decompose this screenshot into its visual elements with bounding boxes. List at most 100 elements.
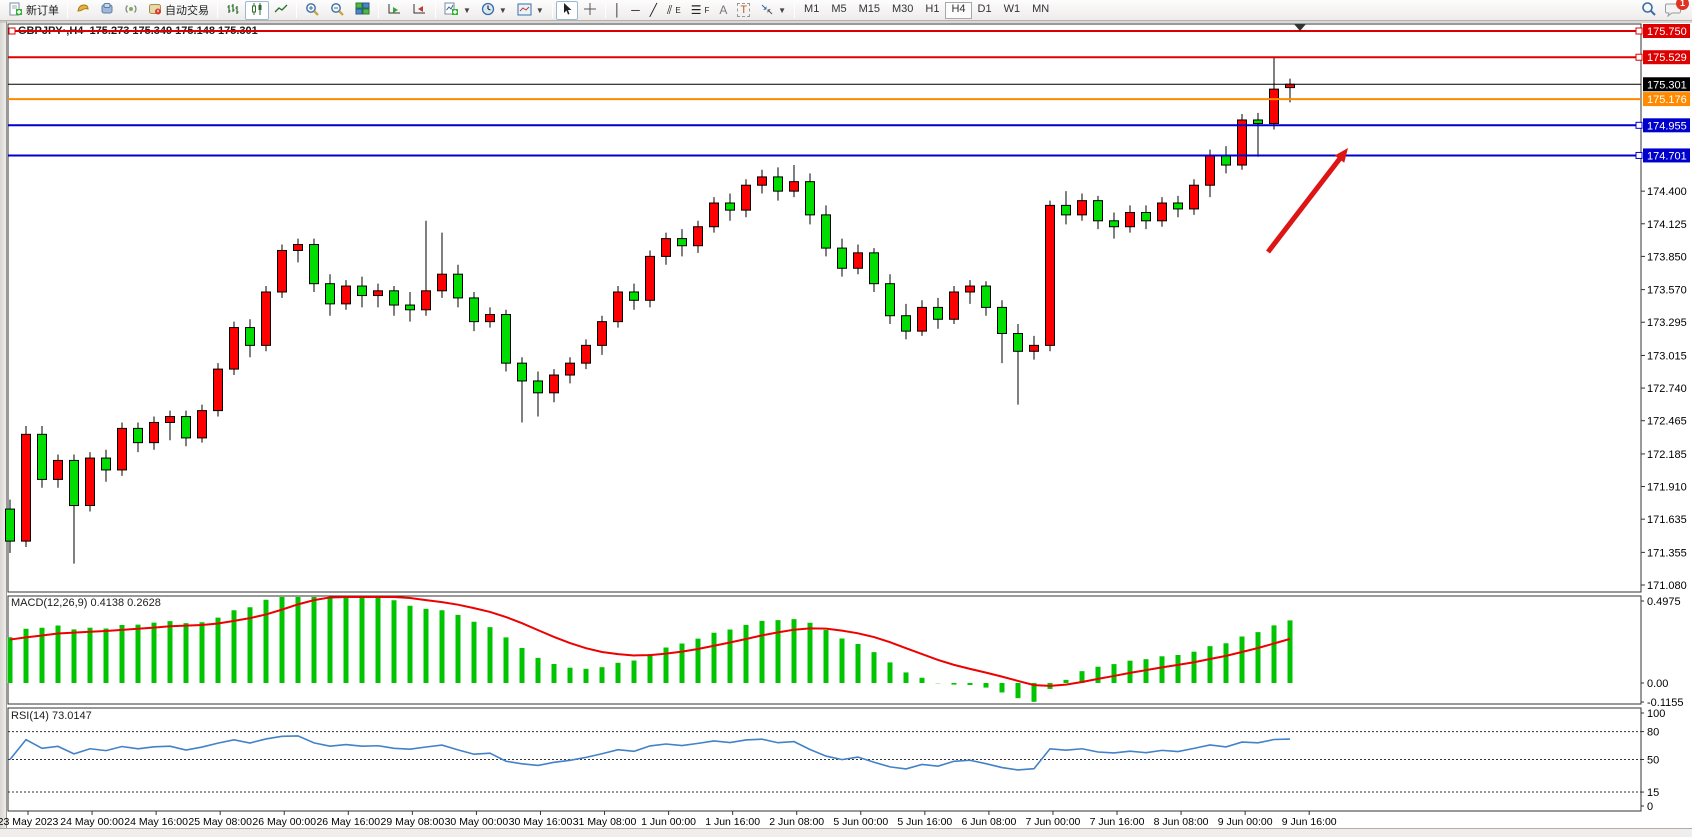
chart-canvas[interactable]: 175.750 175.529 175.301 175.176 174.955 174.7… — [0, 21, 1692, 837]
auto-trading-button[interactable]: 自动交易 — [143, 1, 214, 20]
timeframe-H1[interactable]: H1 — [925, 2, 940, 15]
fibonacci-button[interactable]: ☰ F — [686, 1, 715, 20]
zoom-out-button[interactable] — [325, 1, 350, 20]
line-handle[interactable] — [8, 27, 16, 35]
svg-text:7 Jun 16:00: 7 Jun 16:00 — [1090, 816, 1145, 828]
level-line-175.750[interactable]: 175.750 — [8, 23, 1690, 38]
clock-icon — [481, 2, 495, 18]
trend-line-icon: ╱ — [649, 3, 658, 17]
svg-text:24 May 00:00: 24 May 00:00 — [60, 816, 124, 828]
auto-scroll-button[interactable] — [382, 1, 407, 20]
svg-text:6 Jun 08:00: 6 Jun 08:00 — [961, 816, 1016, 828]
trend-line-button[interactable]: ╱ — [645, 1, 662, 20]
zoom-in-button[interactable] — [300, 1, 325, 20]
crosshair-button[interactable] — [578, 1, 602, 20]
svg-text:8 Jun 08:00: 8 Jun 08:00 — [1154, 816, 1209, 828]
level-line-175.301[interactable]: 175.301 — [8, 77, 1690, 92]
chart-shift-button[interactable] — [407, 1, 432, 20]
timeframe-W1[interactable]: W1 — [1003, 2, 1021, 15]
level-line-175.529[interactable]: 175.529 — [8, 50, 1690, 65]
equidistant-channel-button[interactable]: ⫽ E — [662, 1, 686, 20]
rsi-indicator-label: RSI(14) 73.0147 — [11, 710, 92, 722]
horizontal-line-icon: ─ — [631, 3, 640, 17]
line-handle[interactable] — [1635, 121, 1643, 129]
svg-text:9 Jun 16:00: 9 Jun 16:00 — [1282, 816, 1337, 828]
svg-text:173.295: 173.295 — [1647, 317, 1687, 329]
level-line-174.955[interactable]: 174.955 — [8, 118, 1690, 133]
candlesticks — [5, 57, 1295, 564]
left-border-strip — [0, 21, 7, 837]
signals-button[interactable] — [119, 1, 143, 20]
svg-text:172.465: 172.465 — [1647, 416, 1687, 428]
svg-text:25 May 08:00: 25 May 08:00 — [188, 816, 252, 828]
svg-text:24 May 16:00: 24 May 16:00 — [124, 816, 188, 828]
tile-windows-icon — [355, 2, 370, 18]
trend-arrow[interactable] — [1266, 154, 1344, 254]
svg-text:0.4975: 0.4975 — [1647, 596, 1681, 608]
horizontal-line-button[interactable]: ─ — [626, 1, 645, 20]
price-tag-label: 175.176 — [1647, 94, 1687, 106]
svg-text:7 Jun 00:00: 7 Jun 00:00 — [1026, 816, 1081, 828]
auto-trading-icon — [148, 2, 162, 18]
chart-shift-marker — [1294, 24, 1306, 31]
svg-text:1 Jun 16:00: 1 Jun 16:00 — [705, 816, 760, 828]
vertical-line-icon: │ — [613, 3, 622, 17]
line-handle[interactable] — [1635, 151, 1643, 159]
line-handle[interactable] — [1635, 53, 1643, 61]
svg-text:15: 15 — [1647, 787, 1659, 799]
chart-region[interactable]: GBPJPY·,H4 175.273 175.349 175.148 175.3… — [0, 21, 1692, 837]
arrows-tool-button[interactable]: ▼ — [755, 1, 791, 20]
market-button[interactable] — [71, 1, 95, 20]
svg-text:80: 80 — [1647, 727, 1659, 739]
svg-text:171.355: 171.355 — [1647, 547, 1687, 559]
fibonacci-icon: ☰ — [690, 3, 702, 17]
timeframe-H4[interactable]: H4 — [945, 1, 972, 19]
separator — [296, 2, 297, 18]
profiles-button[interactable] — [95, 1, 119, 20]
svg-text:26 May 16:00: 26 May 16:00 — [316, 816, 380, 828]
bar-chart-button[interactable] — [221, 1, 245, 20]
periods-button[interactable]: ▼ — [476, 1, 512, 20]
svg-text:2 Jun 08:00: 2 Jun 08:00 — [769, 816, 824, 828]
text-tool-button[interactable]: A — [714, 1, 732, 20]
arrow-annotation[interactable] — [1266, 24, 1348, 254]
zoom-out-icon — [330, 2, 345, 19]
bar-chart-icon — [226, 2, 240, 18]
price-tag — [1643, 23, 1690, 38]
vertical-line-button[interactable]: │ — [609, 1, 627, 20]
price-tag-label: 175.529 — [1647, 52, 1687, 64]
line-handle[interactable] — [1635, 27, 1643, 35]
timeframe-M30[interactable]: M30 — [892, 2, 914, 15]
line-chart-button[interactable] — [269, 1, 293, 20]
svg-text:171.910: 171.910 — [1647, 482, 1687, 494]
chevron-down-icon: ▼ — [778, 5, 787, 15]
chart-shift-icon — [412, 2, 427, 18]
timeframe-MN[interactable]: MN — [1032, 2, 1050, 15]
level-lines[interactable]: 175.750 175.529 175.301 175.176 174.955 174.7… — [8, 23, 1690, 163]
price-tag — [1643, 118, 1690, 133]
arrows-icon — [760, 3, 774, 18]
cursor-button[interactable] — [555, 0, 578, 20]
indicators-button[interactable]: ▼ — [439, 1, 476, 20]
text-label-button[interactable]: T — [732, 1, 755, 20]
search-icon[interactable] — [1641, 1, 1657, 19]
timeframe-M1[interactable]: M1 — [804, 2, 820, 15]
tile-windows-button[interactable] — [350, 1, 375, 20]
candlestick-chart-icon — [250, 2, 264, 18]
new-order-button[interactable]: 新订单 — [4, 1, 64, 20]
svg-text:174.125: 174.125 — [1647, 219, 1687, 231]
time-axis: 23 May 2023 24 May 00:00 24 May 16:00 25 Ma… — [0, 811, 1337, 828]
timeframe-D1[interactable]: D1 — [977, 2, 992, 15]
chat-icon[interactable]: 1 — [1665, 0, 1689, 19]
templates-button[interactable]: ▼ — [512, 1, 549, 20]
level-line-174.701[interactable]: 174.701 — [8, 148, 1690, 163]
timeframe-M15[interactable]: M15 — [858, 2, 881, 15]
svg-text:23 May 2023: 23 May 2023 — [0, 816, 59, 828]
price-axis: 174.400 174.125 173.850 173.570 173.295 173.0… — [1641, 186, 1687, 813]
timeframe-M5[interactable]: M5 — [831, 2, 847, 15]
level-line-175.176[interactable]: 175.176 — [8, 92, 1690, 107]
channel-letter: E — [675, 5, 681, 15]
chevron-down-icon: ▼ — [535, 5, 544, 15]
candlestick-chart-button[interactable] — [245, 0, 269, 20]
separator — [67, 2, 68, 18]
